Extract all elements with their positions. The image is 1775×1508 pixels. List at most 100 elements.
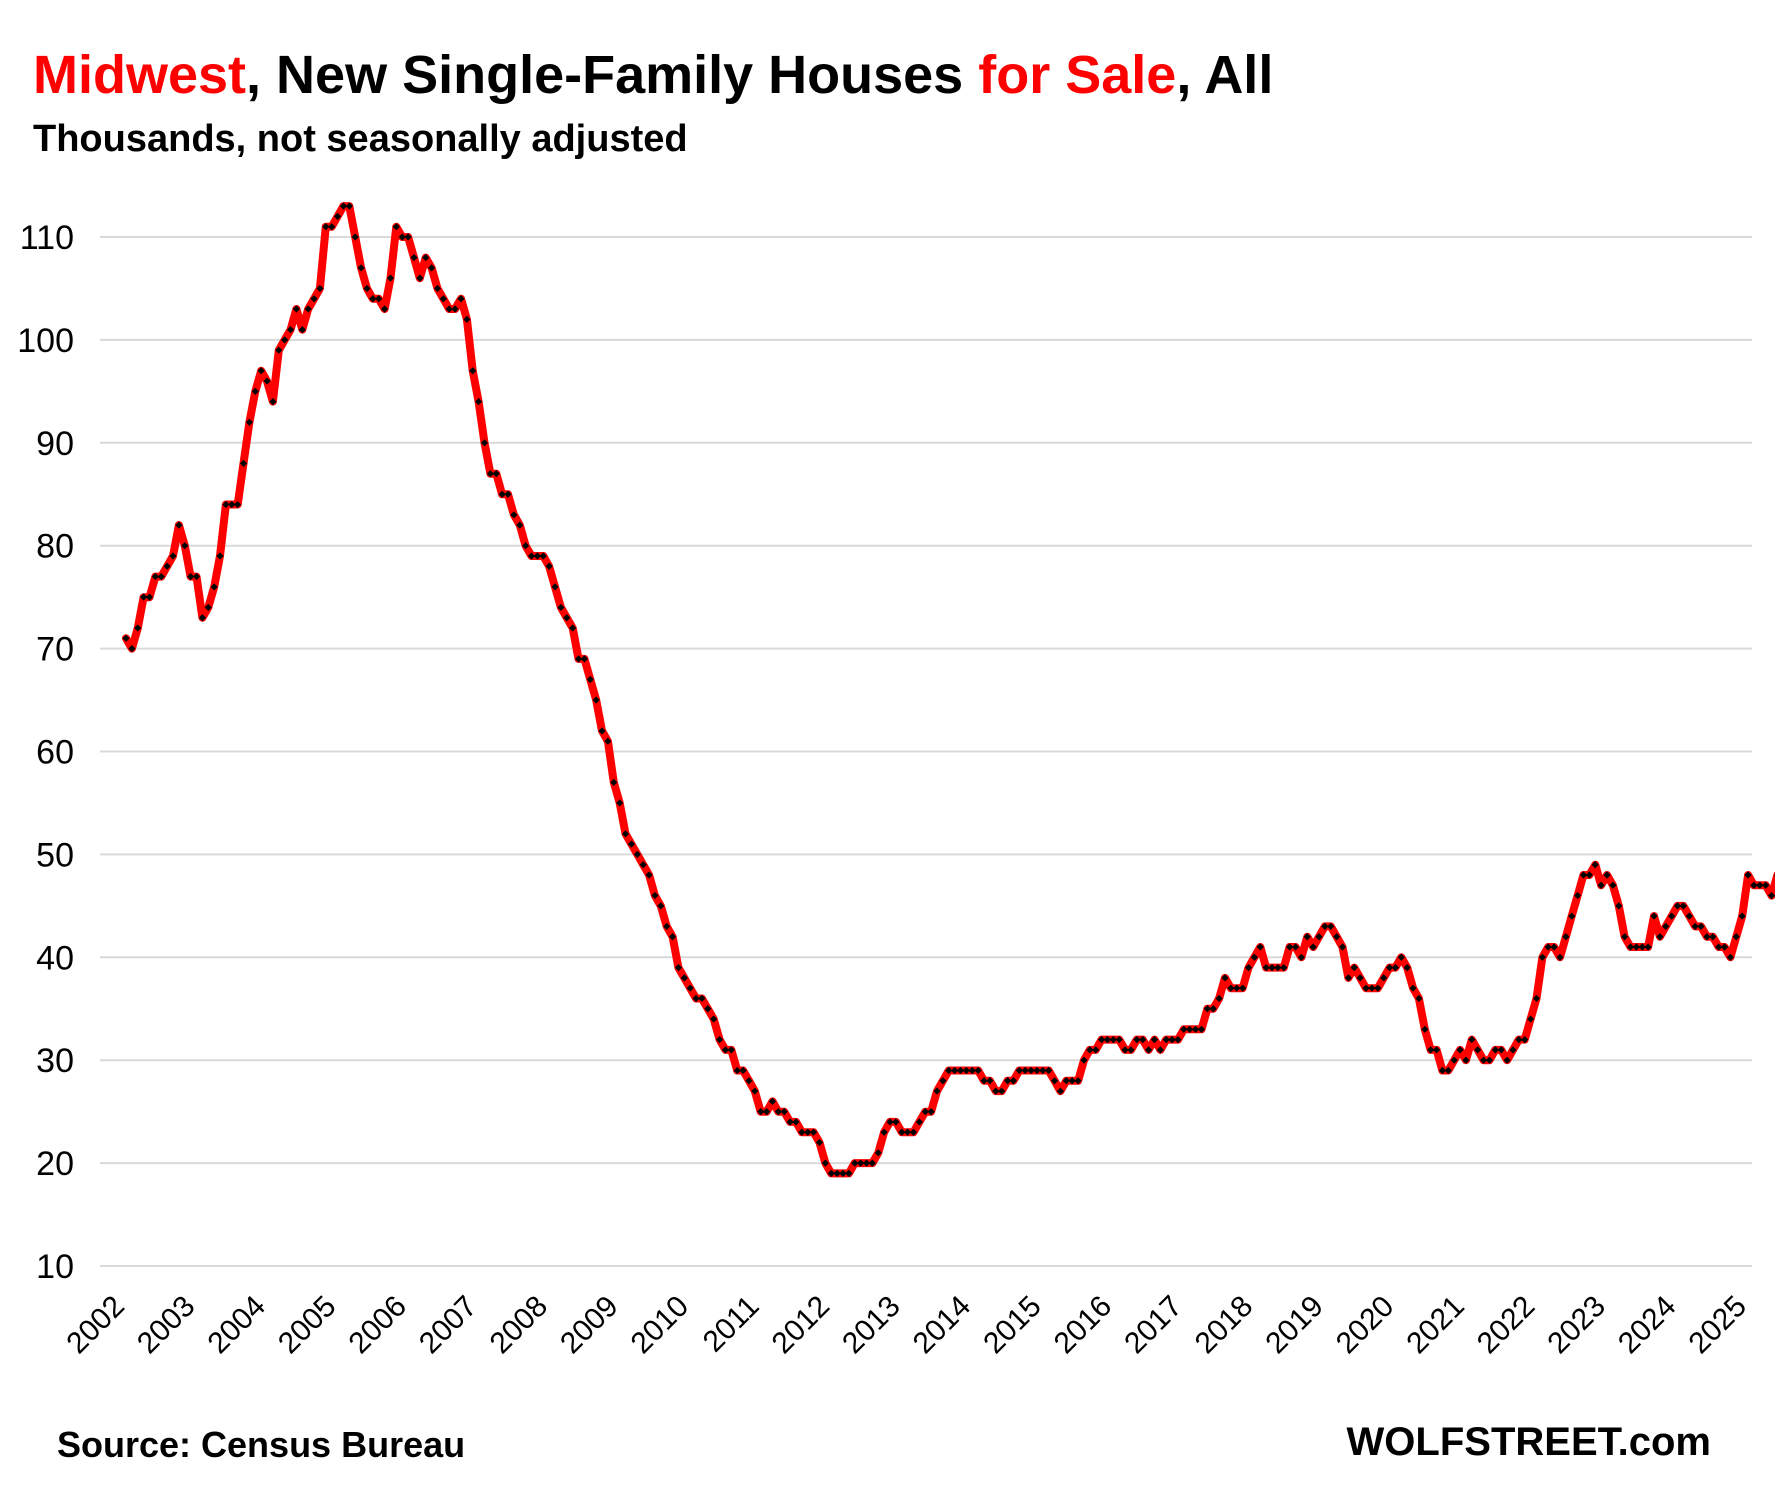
data-point xyxy=(457,295,465,303)
data-point xyxy=(1738,912,1746,920)
data-point xyxy=(1074,1077,1082,1085)
data-point xyxy=(175,521,183,529)
data-point xyxy=(1003,1077,1012,1085)
data-point xyxy=(1538,953,1546,961)
data-point xyxy=(386,274,395,282)
data-point xyxy=(627,840,636,848)
data-point xyxy=(751,1087,759,1095)
data-point xyxy=(1056,1087,1065,1095)
data-point xyxy=(1033,1066,1041,1075)
data-point xyxy=(1144,1046,1153,1054)
data-point xyxy=(939,1077,947,1085)
data-point xyxy=(1679,902,1688,910)
data-point xyxy=(1597,881,1605,889)
x-tick-label: 2018 xyxy=(1189,1290,1260,1361)
data-point xyxy=(992,1087,1000,1095)
data-point xyxy=(1726,953,1735,961)
data-point xyxy=(198,614,207,622)
data-point xyxy=(898,1128,906,1136)
y-tick-label: 50 xyxy=(36,836,74,874)
data-point xyxy=(304,305,312,313)
data-point xyxy=(980,1077,988,1085)
data-point xyxy=(539,552,547,560)
data-point xyxy=(804,1128,812,1136)
data-point xyxy=(281,336,289,344)
data-point xyxy=(1139,1036,1147,1044)
data-point xyxy=(956,1066,965,1075)
data-point xyxy=(1291,943,1300,951)
data-point xyxy=(404,233,412,241)
data-point xyxy=(1762,881,1770,889)
x-tick-label: 2023 xyxy=(1541,1290,1612,1361)
data-point xyxy=(1150,1036,1159,1044)
data-point xyxy=(551,583,559,591)
data-point xyxy=(1309,943,1317,951)
data-point xyxy=(1732,933,1740,941)
data-point xyxy=(339,202,348,210)
data-point xyxy=(216,552,224,560)
data-point xyxy=(1720,943,1729,951)
data-point xyxy=(1127,1046,1135,1054)
data-point xyxy=(263,377,271,385)
data-point xyxy=(498,490,506,498)
data-point xyxy=(833,1169,841,1177)
data-point xyxy=(1268,963,1276,972)
data-point xyxy=(204,603,212,612)
data-point xyxy=(1562,933,1570,941)
data-point xyxy=(422,253,430,262)
data-point xyxy=(345,202,353,210)
data-point xyxy=(234,500,242,509)
data-point xyxy=(639,861,647,869)
data-point xyxy=(275,346,283,354)
series-line xyxy=(122,202,1775,1178)
data-point xyxy=(592,696,600,704)
data-point xyxy=(810,1128,818,1136)
data-point xyxy=(1668,912,1676,920)
data-point xyxy=(428,264,436,272)
data-point xyxy=(839,1169,847,1177)
data-point xyxy=(692,994,700,1003)
data-point xyxy=(181,542,189,550)
data-point xyxy=(1756,881,1764,889)
data-point xyxy=(727,1046,735,1054)
data-point xyxy=(1527,1015,1535,1023)
data-point xyxy=(1180,1025,1188,1033)
data-point xyxy=(862,1159,871,1167)
y-tick-label: 30 xyxy=(36,1042,74,1080)
data-point xyxy=(710,1015,718,1023)
title-tail: , All xyxy=(1176,45,1274,105)
data-point xyxy=(1080,1056,1088,1064)
data-point xyxy=(1479,1056,1488,1064)
data-point xyxy=(410,253,418,262)
data-point xyxy=(1168,1036,1176,1044)
data-point xyxy=(527,552,536,560)
data-point xyxy=(1215,994,1223,1003)
data-point xyxy=(463,315,471,323)
data-point xyxy=(1403,963,1411,972)
x-tick-label: 2004 xyxy=(201,1290,272,1361)
chart-title: Midwest, New Single-Family Houses for Sa… xyxy=(33,44,1273,106)
data-point xyxy=(1603,871,1611,879)
data-point xyxy=(451,305,459,313)
data-point xyxy=(1550,943,1558,951)
data-point xyxy=(245,418,254,426)
data-point xyxy=(892,1118,900,1126)
data-point xyxy=(1509,1046,1517,1054)
data-point xyxy=(1532,994,1541,1003)
data-point xyxy=(433,284,442,293)
data-point xyxy=(222,500,230,509)
data-point xyxy=(1115,1036,1123,1044)
data-point xyxy=(239,459,248,467)
data-point xyxy=(316,284,324,293)
data-point xyxy=(651,891,659,900)
data-point xyxy=(1244,963,1253,972)
data-point xyxy=(1438,1066,1447,1075)
data-point xyxy=(1050,1077,1059,1085)
data-point xyxy=(1767,891,1775,900)
x-tick-label: 2022 xyxy=(1471,1290,1542,1361)
x-tick-label: 2013 xyxy=(836,1290,907,1361)
x-tick-label: 2010 xyxy=(625,1290,696,1361)
data-point xyxy=(1626,943,1635,951)
data-point xyxy=(774,1108,782,1116)
x-tick-label: 2024 xyxy=(1612,1290,1683,1361)
